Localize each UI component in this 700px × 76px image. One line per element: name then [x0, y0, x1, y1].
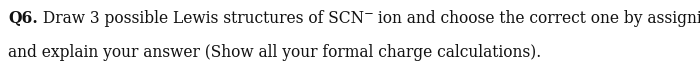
- Text: and explain your answer (Show all your formal charge calculations).: and explain your answer (Show all your f…: [8, 44, 541, 61]
- Text: −: −: [364, 7, 374, 20]
- Text: Q6.: Q6.: [8, 10, 38, 27]
- Text: ion and choose the correct one by assigning formal charges: ion and choose the correct one by assign…: [372, 10, 700, 27]
- Text: Draw 3 possible Lewis structures of SCN: Draw 3 possible Lewis structures of SCN: [38, 10, 364, 27]
